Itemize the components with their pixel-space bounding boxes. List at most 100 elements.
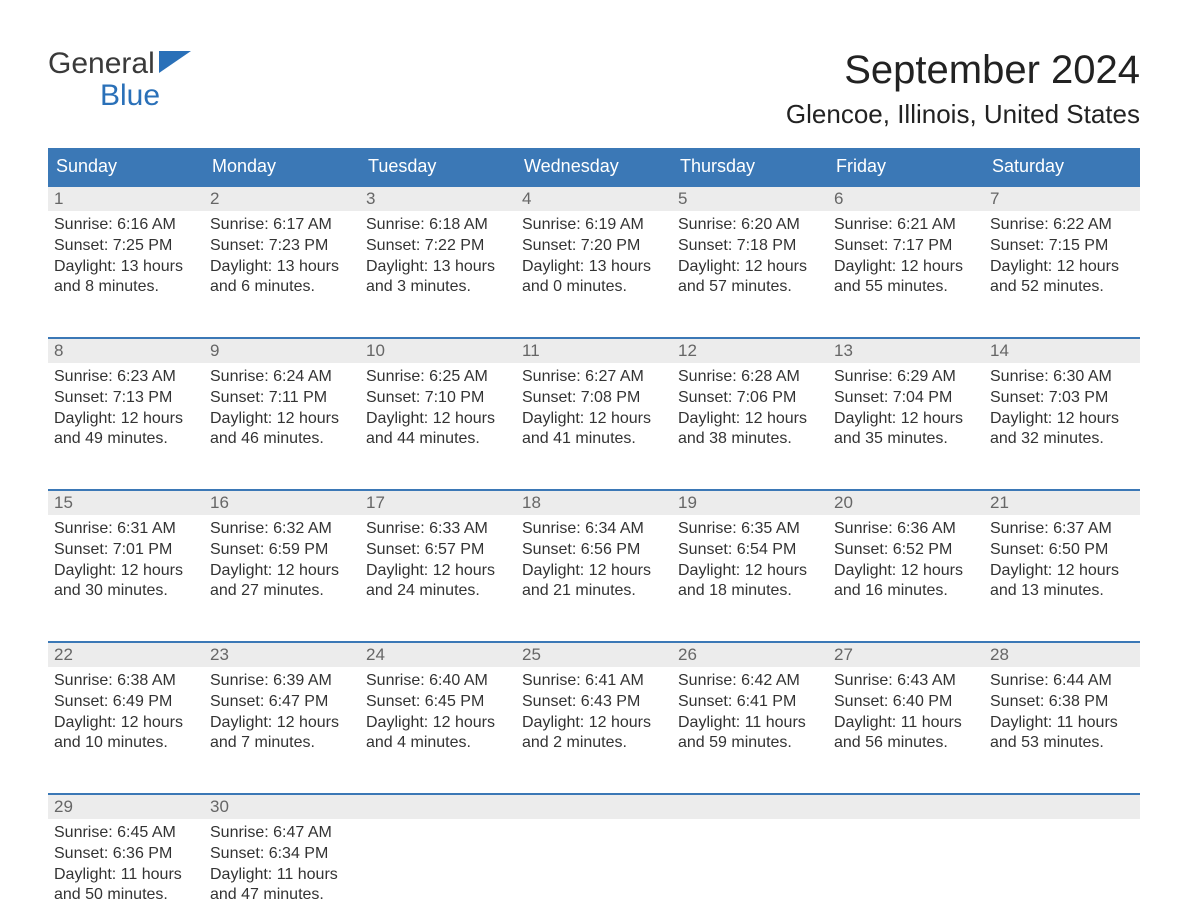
sunset-text: Sunset: 6:45 PM xyxy=(366,692,510,713)
calendar-day: 15Sunrise: 6:31 AMSunset: 7:01 PMDayligh… xyxy=(48,491,204,611)
calendar-day: 22Sunrise: 6:38 AMSunset: 6:49 PMDayligh… xyxy=(48,643,204,763)
sunrise-text: Sunrise: 6:16 AM xyxy=(54,215,198,236)
calendar-day: 12Sunrise: 6:28 AMSunset: 7:06 PMDayligh… xyxy=(672,339,828,459)
daylight-line-2: and 30 minutes. xyxy=(54,581,198,602)
day-body: Sunrise: 6:43 AMSunset: 6:40 PMDaylight:… xyxy=(828,667,984,754)
day-number: 26 xyxy=(672,643,828,667)
daylight-line-1: Daylight: 13 hours xyxy=(366,257,510,278)
daylight-line-2: and 47 minutes. xyxy=(210,885,354,906)
sunrise-text: Sunrise: 6:42 AM xyxy=(678,671,822,692)
day-number: 14 xyxy=(984,339,1140,363)
calendar-day: 1Sunrise: 6:16 AMSunset: 7:25 PMDaylight… xyxy=(48,187,204,307)
sunrise-text: Sunrise: 6:36 AM xyxy=(834,519,978,540)
daylight-line-2: and 53 minutes. xyxy=(990,733,1134,754)
day-body: Sunrise: 6:21 AMSunset: 7:17 PMDaylight:… xyxy=(828,211,984,298)
calendar-day xyxy=(828,795,984,915)
calendar-day: 3Sunrise: 6:18 AMSunset: 7:22 PMDaylight… xyxy=(360,187,516,307)
day-number: 10 xyxy=(360,339,516,363)
calendar-week: 15Sunrise: 6:31 AMSunset: 7:01 PMDayligh… xyxy=(48,489,1140,611)
calendar-day: 24Sunrise: 6:40 AMSunset: 6:45 PMDayligh… xyxy=(360,643,516,763)
calendar-day: 25Sunrise: 6:41 AMSunset: 6:43 PMDayligh… xyxy=(516,643,672,763)
daylight-line-1: Daylight: 12 hours xyxy=(366,713,510,734)
weekday-thursday: Thursday xyxy=(672,148,828,185)
month-title: September 2024 xyxy=(786,48,1140,93)
calendar-day: 11Sunrise: 6:27 AMSunset: 7:08 PMDayligh… xyxy=(516,339,672,459)
day-number: 19 xyxy=(672,491,828,515)
daylight-line-1: Daylight: 11 hours xyxy=(834,713,978,734)
day-body: Sunrise: 6:39 AMSunset: 6:47 PMDaylight:… xyxy=(204,667,360,754)
daylight-line-1: Daylight: 12 hours xyxy=(834,561,978,582)
day-body: Sunrise: 6:16 AMSunset: 7:25 PMDaylight:… xyxy=(48,211,204,298)
calendar-day: 29Sunrise: 6:45 AMSunset: 6:36 PMDayligh… xyxy=(48,795,204,915)
daylight-line-1: Daylight: 13 hours xyxy=(522,257,666,278)
day-number: 30 xyxy=(204,795,360,819)
day-number xyxy=(984,795,1140,819)
sunrise-text: Sunrise: 6:33 AM xyxy=(366,519,510,540)
daylight-line-2: and 59 minutes. xyxy=(678,733,822,754)
sunset-text: Sunset: 6:54 PM xyxy=(678,540,822,561)
calendar-day: 14Sunrise: 6:30 AMSunset: 7:03 PMDayligh… xyxy=(984,339,1140,459)
daylight-line-2: and 18 minutes. xyxy=(678,581,822,602)
sunset-text: Sunset: 6:43 PM xyxy=(522,692,666,713)
day-number xyxy=(516,795,672,819)
sunrise-text: Sunrise: 6:41 AM xyxy=(522,671,666,692)
daylight-line-1: Daylight: 12 hours xyxy=(834,409,978,430)
calendar-day: 6Sunrise: 6:21 AMSunset: 7:17 PMDaylight… xyxy=(828,187,984,307)
daylight-line-2: and 24 minutes. xyxy=(366,581,510,602)
calendar-day: 5Sunrise: 6:20 AMSunset: 7:18 PMDaylight… xyxy=(672,187,828,307)
day-number: 2 xyxy=(204,187,360,211)
calendar-day: 26Sunrise: 6:42 AMSunset: 6:41 PMDayligh… xyxy=(672,643,828,763)
calendar-day: 20Sunrise: 6:36 AMSunset: 6:52 PMDayligh… xyxy=(828,491,984,611)
calendar-day: 18Sunrise: 6:34 AMSunset: 6:56 PMDayligh… xyxy=(516,491,672,611)
day-number: 24 xyxy=(360,643,516,667)
daylight-line-2: and 13 minutes. xyxy=(990,581,1134,602)
daylight-line-2: and 35 minutes. xyxy=(834,429,978,450)
weekday-tuesday: Tuesday xyxy=(360,148,516,185)
weekday-wednesday: Wednesday xyxy=(516,148,672,185)
sunset-text: Sunset: 7:18 PM xyxy=(678,236,822,257)
daylight-line-1: Daylight: 12 hours xyxy=(210,713,354,734)
daylight-line-1: Daylight: 11 hours xyxy=(678,713,822,734)
daylight-line-2: and 0 minutes. xyxy=(522,277,666,298)
page-header: General Blue September 2024 Glencoe, Ill… xyxy=(48,48,1140,130)
day-body: Sunrise: 6:22 AMSunset: 7:15 PMDaylight:… xyxy=(984,211,1140,298)
day-number: 20 xyxy=(828,491,984,515)
sunrise-text: Sunrise: 6:21 AM xyxy=(834,215,978,236)
calendar-day xyxy=(672,795,828,915)
daylight-line-2: and 44 minutes. xyxy=(366,429,510,450)
day-body: Sunrise: 6:17 AMSunset: 7:23 PMDaylight:… xyxy=(204,211,360,298)
sunset-text: Sunset: 7:15 PM xyxy=(990,236,1134,257)
sunset-text: Sunset: 7:23 PM xyxy=(210,236,354,257)
daylight-line-2: and 21 minutes. xyxy=(522,581,666,602)
calendar-day xyxy=(360,795,516,915)
sunrise-text: Sunrise: 6:25 AM xyxy=(366,367,510,388)
day-body: Sunrise: 6:45 AMSunset: 6:36 PMDaylight:… xyxy=(48,819,204,906)
daylight-line-2: and 38 minutes. xyxy=(678,429,822,450)
calendar-day: 16Sunrise: 6:32 AMSunset: 6:59 PMDayligh… xyxy=(204,491,360,611)
daylight-line-1: Daylight: 11 hours xyxy=(210,865,354,886)
weekday-monday: Monday xyxy=(204,148,360,185)
calendar-week: 22Sunrise: 6:38 AMSunset: 6:49 PMDayligh… xyxy=(48,641,1140,763)
daylight-line-1: Daylight: 11 hours xyxy=(54,865,198,886)
day-body: Sunrise: 6:25 AMSunset: 7:10 PMDaylight:… xyxy=(360,363,516,450)
day-body: Sunrise: 6:42 AMSunset: 6:41 PMDaylight:… xyxy=(672,667,828,754)
calendar-day: 2Sunrise: 6:17 AMSunset: 7:23 PMDaylight… xyxy=(204,187,360,307)
calendar-day: 4Sunrise: 6:19 AMSunset: 7:20 PMDaylight… xyxy=(516,187,672,307)
sunrise-text: Sunrise: 6:18 AM xyxy=(366,215,510,236)
sunrise-text: Sunrise: 6:37 AM xyxy=(990,519,1134,540)
calendar-day: 19Sunrise: 6:35 AMSunset: 6:54 PMDayligh… xyxy=(672,491,828,611)
sunrise-text: Sunrise: 6:38 AM xyxy=(54,671,198,692)
day-number: 21 xyxy=(984,491,1140,515)
day-body: Sunrise: 6:29 AMSunset: 7:04 PMDaylight:… xyxy=(828,363,984,450)
sunset-text: Sunset: 6:41 PM xyxy=(678,692,822,713)
daylight-line-2: and 6 minutes. xyxy=(210,277,354,298)
daylight-line-1: Daylight: 12 hours xyxy=(990,561,1134,582)
day-body: Sunrise: 6:33 AMSunset: 6:57 PMDaylight:… xyxy=(360,515,516,602)
sunrise-text: Sunrise: 6:35 AM xyxy=(678,519,822,540)
sunset-text: Sunset: 7:22 PM xyxy=(366,236,510,257)
daylight-line-1: Daylight: 11 hours xyxy=(990,713,1134,734)
sunrise-text: Sunrise: 6:34 AM xyxy=(522,519,666,540)
daylight-line-1: Daylight: 13 hours xyxy=(54,257,198,278)
daylight-line-2: and 7 minutes. xyxy=(210,733,354,754)
daylight-line-2: and 10 minutes. xyxy=(54,733,198,754)
